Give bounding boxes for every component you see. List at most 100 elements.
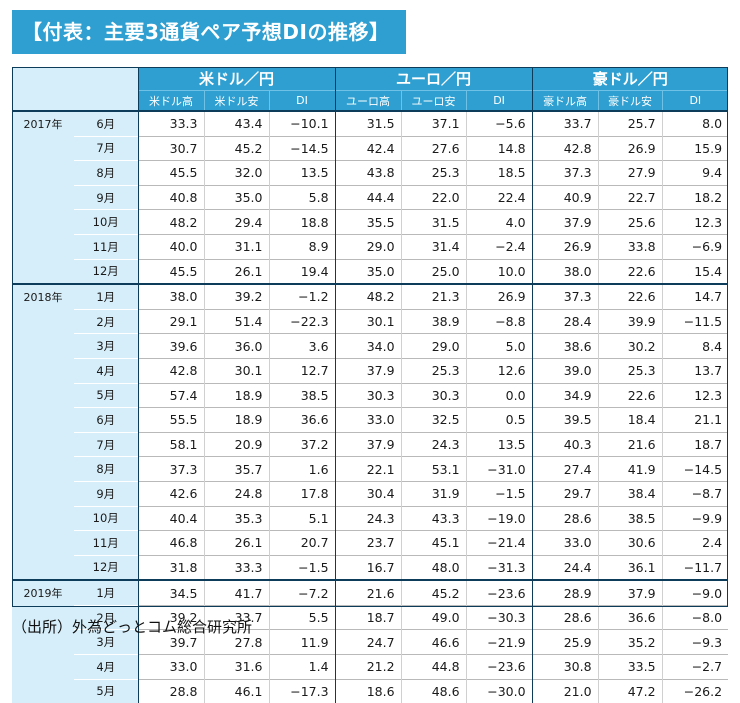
- di-cell: 18.8: [268, 209, 336, 235]
- di-cell: 5.5: [268, 604, 336, 630]
- di-cell: −31.3: [465, 554, 533, 581]
- value-cell: 37.9: [531, 209, 599, 235]
- month-label: 7月: [74, 135, 138, 161]
- value-cell: 31.6: [203, 654, 269, 680]
- month-label: 8月: [74, 160, 138, 186]
- value-cell: 33.0: [531, 530, 599, 556]
- value-cell: 57.4: [137, 382, 204, 408]
- month-label: 12月: [74, 258, 138, 285]
- value-cell: 18.9: [203, 407, 269, 433]
- di-cell: −8.0: [661, 604, 729, 630]
- value-cell: 21.6: [597, 431, 663, 457]
- value-cell: 18.7: [334, 604, 402, 630]
- value-cell: 37.9: [597, 579, 663, 606]
- value-cell: 18.9: [203, 382, 269, 408]
- value-cell: 31.1: [203, 233, 269, 260]
- di-cell: −21.4: [465, 530, 533, 556]
- value-cell: 40.0: [137, 233, 204, 260]
- di-cell: −2.7: [661, 654, 729, 680]
- month-label: 1月: [74, 283, 138, 310]
- table-row: 8月 45.5 32.0 13.5 43.8 25.3 18.5 37.3 27.9 9.4: [12, 160, 729, 186]
- value-cell: 30.7: [137, 135, 204, 161]
- value-cell: 28.4: [531, 308, 599, 334]
- di-cell: 19.4: [268, 258, 336, 285]
- value-cell: 38.5: [597, 505, 663, 531]
- col-header: 米ドル安: [203, 90, 269, 111]
- month-label: 2月: [74, 308, 138, 334]
- month-label: 1月: [74, 579, 138, 606]
- value-cell: 31.8: [137, 554, 204, 581]
- value-cell: 37.9: [334, 431, 402, 457]
- table-row: 6月 55.5 18.9 36.6 33.0 32.5 0.5 39.5 18.4 21.1: [12, 407, 729, 433]
- month-label: 5月: [74, 678, 138, 703]
- value-cell: 39.0: [531, 357, 599, 384]
- col-header: 豪ドル安: [597, 90, 663, 111]
- di-cell: −23.6: [465, 654, 533, 680]
- value-cell: 45.2: [203, 135, 269, 161]
- month-label: 11月: [74, 530, 138, 556]
- value-cell: 25.0: [400, 258, 467, 285]
- di-cell: −30.0: [465, 678, 533, 703]
- value-cell: 30.1: [203, 357, 269, 384]
- di-cell: −1.2: [268, 283, 336, 310]
- value-cell: 35.7: [203, 456, 269, 482]
- table-title: 【付表：主要3通貨ペア予想DIの推移】: [12, 10, 406, 54]
- value-cell: 55.5: [137, 407, 204, 433]
- value-cell: 35.2: [597, 629, 663, 655]
- value-cell: 26.1: [203, 530, 269, 556]
- value-cell: 40.9: [531, 184, 599, 210]
- value-cell: 48.6: [400, 678, 467, 703]
- di-cell: 37.2: [268, 431, 336, 457]
- month-label: 7月: [74, 431, 138, 457]
- value-cell: 49.0: [400, 604, 467, 630]
- value-cell: 22.6: [597, 382, 663, 408]
- value-cell: 38.0: [137, 283, 204, 310]
- value-cell: 41.9: [597, 456, 663, 482]
- value-cell: 51.4: [203, 308, 269, 334]
- di-cell: 8.9: [268, 233, 336, 260]
- value-cell: 29.1: [137, 308, 204, 334]
- value-cell: 39.5: [531, 407, 599, 433]
- di-cell: 9.4: [661, 160, 729, 186]
- di-cell: −1.5: [465, 480, 533, 506]
- table-row: 8月 37.3 35.7 1.6 22.1 53.1 −31.0 27.4 41.9 −14.5: [12, 456, 729, 482]
- group-header-audjpy: 豪ドル／円: [531, 67, 729, 91]
- di-cell: 1.6: [268, 456, 336, 482]
- value-cell: 31.4: [400, 233, 467, 260]
- di-cell: −9.9: [661, 505, 729, 531]
- value-cell: 28.9: [531, 579, 599, 606]
- value-cell: 48.0: [400, 554, 467, 581]
- month-label: 10月: [74, 505, 138, 531]
- value-cell: 46.6: [400, 629, 467, 655]
- di-cell: −6.9: [661, 233, 729, 260]
- di-cell: 13.7: [661, 357, 729, 384]
- col-header: DI: [268, 90, 336, 111]
- value-cell: 42.8: [531, 135, 599, 161]
- value-cell: 34.5: [137, 579, 204, 606]
- month-label: 6月: [74, 407, 138, 433]
- value-cell: 33.5: [597, 654, 663, 680]
- value-cell: 33.8: [597, 233, 663, 260]
- value-cell: 27.6: [400, 135, 467, 161]
- table-row: 2019年 1月 34.5 41.7 −7.2 21.6 45.2 −23.6 28.9 37.9…: [12, 579, 729, 703]
- value-cell: 27.9: [597, 160, 663, 186]
- di-cell: −11.5: [661, 308, 729, 334]
- value-cell: 45.1: [400, 530, 467, 556]
- table-row: 11月 46.8 26.1 20.7 23.7 45.1 −21.4 33.0 30.6 2.4: [12, 530, 729, 556]
- di-cell: 18.7: [661, 431, 729, 457]
- di-cell: −19.0: [465, 505, 533, 531]
- month-label: 4月: [74, 654, 138, 680]
- value-cell: 41.7: [203, 579, 269, 606]
- value-cell: 37.9: [334, 357, 402, 384]
- value-cell: 42.4: [334, 135, 402, 161]
- di-cell: 8.4: [661, 333, 729, 359]
- table-row: 10月 48.2 29.4 18.8 35.5 31.5 4.0 37.9 25.6 12.3: [12, 209, 729, 235]
- month-label: 10月: [74, 209, 138, 235]
- table-row: 2017年 6月 33.3 43.4 −10.1 31.5 37.1 −5.6 33.7 25.7…: [12, 109, 729, 285]
- di-cell: −23.6: [465, 579, 533, 606]
- value-cell: 29.0: [334, 233, 402, 260]
- value-cell: 37.1: [400, 109, 467, 137]
- value-cell: 38.4: [597, 480, 663, 506]
- month-label: 9月: [74, 184, 138, 210]
- col-header: 米ドル高: [137, 90, 204, 111]
